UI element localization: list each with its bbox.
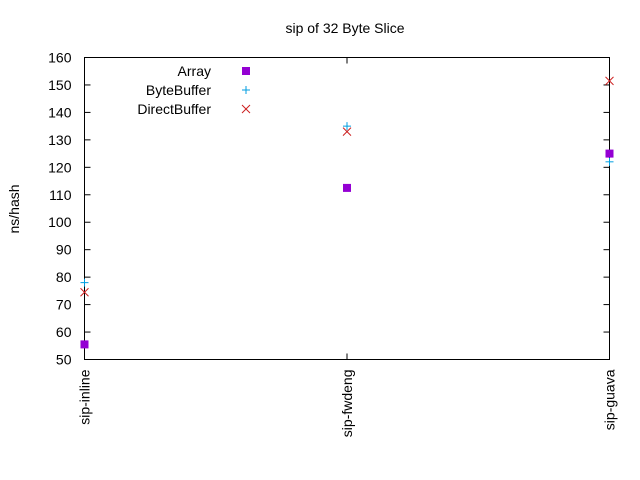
legend-label: Array	[178, 63, 211, 79]
point-directbuffer-sip-inline	[80, 287, 89, 297]
y-tick-label: 50	[56, 352, 72, 368]
legend-marker-bytebuffer	[242, 86, 250, 94]
x-tick-label: sip-fwdeng	[339, 370, 355, 438]
y-tick-label: 100	[48, 214, 72, 230]
point-array-sip-inline	[80, 340, 89, 349]
y-tick-label: 160	[48, 50, 72, 66]
point-directbuffer-sip-guava	[605, 76, 614, 86]
y-axis-label: ns/hash	[6, 184, 22, 233]
legend-label: DirectBuffer	[137, 101, 211, 117]
y-tick-label: 110	[49, 187, 72, 203]
legend-label: ByteBuffer	[146, 82, 211, 98]
y-tick-label: 150	[48, 77, 72, 93]
y-tick-label: 90	[56, 242, 72, 258]
legend-marker-array	[242, 67, 250, 75]
legend-marker-directbuffer	[241, 104, 251, 114]
point-bytebuffer-sip-fwdeng	[343, 122, 351, 131]
x-ticks: sip-inline sip-fwdeng sip-guava	[77, 57, 618, 438]
chart-title: sip of 32 Byte Slice	[285, 20, 404, 36]
y-tick-label: 80	[56, 269, 72, 285]
point-directbuffer-sip-fwdeng	[342, 127, 352, 136]
data-points	[80, 76, 614, 349]
legend: Array ByteBuffer DirectBuffer	[137, 63, 251, 117]
point-array-sip-guava	[605, 149, 614, 158]
y-tick-label: 140	[48, 104, 72, 120]
x-tick-label: sip-guava	[602, 369, 618, 430]
y-tick-label: 130	[48, 132, 72, 148]
y-tick-label: 60	[56, 324, 72, 340]
y-ticks: 50 60 70 80 90 100 110 120 130 140 150 160	[48, 50, 610, 368]
y-tick-label: 120	[48, 159, 72, 175]
x-tick-label: sip-inline	[77, 369, 93, 424]
point-array-sip-fwdeng	[343, 183, 351, 192]
y-tick-label: 70	[56, 297, 72, 313]
point-bytebuffer-sip-guava	[605, 157, 614, 166]
point-bytebuffer-sip-inline	[80, 278, 89, 287]
